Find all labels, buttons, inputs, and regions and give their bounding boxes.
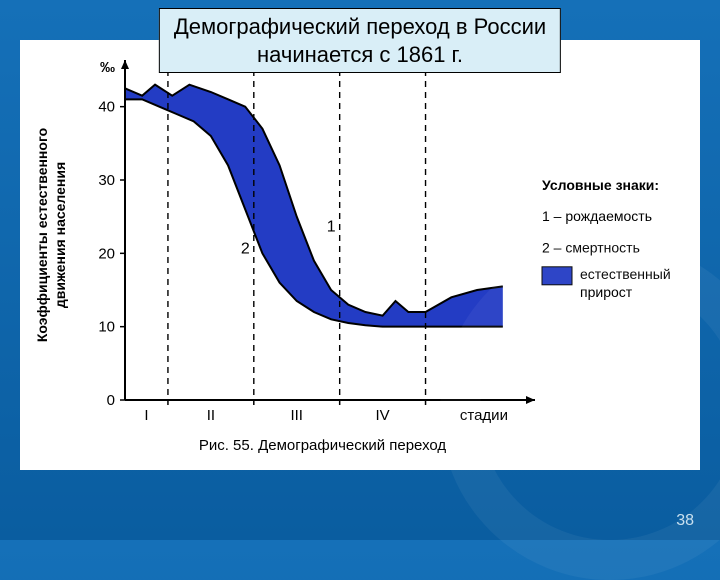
legend-item-1: 1 – рождаемость bbox=[542, 208, 652, 224]
x-tick-label: IV bbox=[376, 407, 390, 424]
y-axis-label-line1: Коэффициенты естественного bbox=[34, 128, 50, 342]
y-tick-label: 20 bbox=[98, 245, 115, 262]
y-tick-label: 30 bbox=[98, 172, 115, 189]
y-tick-label: 40 bbox=[98, 99, 115, 116]
x-tick-label: II bbox=[207, 407, 215, 424]
legend-item-2: 2 – смертность bbox=[542, 239, 640, 255]
series-label-2: 2 bbox=[241, 240, 250, 257]
legend-item-3b: прирост bbox=[580, 284, 633, 300]
natural-increase-area bbox=[125, 85, 503, 327]
figure-caption: Рис. 55. Демографический переход bbox=[199, 437, 447, 454]
y-axis-label-line2: движения населения bbox=[52, 162, 68, 308]
slide-title: Демографический переход в России начинае… bbox=[159, 8, 561, 73]
legend-header: Условные знаки: bbox=[542, 177, 659, 193]
x-tick-label: III bbox=[290, 407, 303, 424]
legend-item-3a: естественный bbox=[580, 266, 671, 282]
figure-panel: 010203040IIIIIIIVстадии‰Коэффициенты ест… bbox=[20, 40, 700, 470]
title-line-1: Демографический переход в России bbox=[174, 14, 546, 39]
series-label-1: 1 bbox=[327, 218, 336, 235]
y-axis-unit: ‰ bbox=[100, 59, 115, 76]
demographic-transition-chart: 010203040IIIIIIIVстадии‰Коэффициенты ест… bbox=[20, 40, 700, 470]
y-tick-label: 10 bbox=[98, 319, 115, 336]
y-tick-label: 0 bbox=[107, 392, 115, 409]
legend-swatch bbox=[542, 267, 572, 285]
x-axis-end-label: стадии bbox=[460, 407, 508, 424]
page-number: 38 bbox=[676, 512, 694, 530]
x-tick-label: I bbox=[144, 407, 148, 424]
title-line-2: начинается с 1861 г. bbox=[257, 42, 463, 67]
